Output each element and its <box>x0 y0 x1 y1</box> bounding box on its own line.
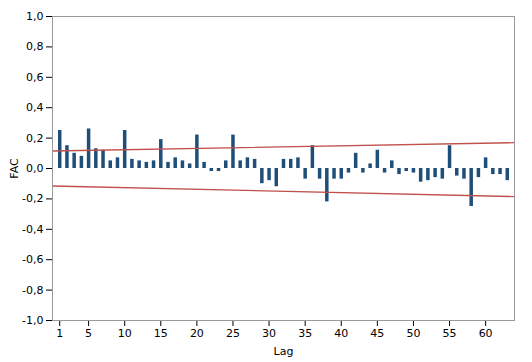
svg-text:1: 1 <box>56 327 63 340</box>
svg-text:FAC: FAC <box>8 158 21 179</box>
svg-text:15: 15 <box>154 327 168 340</box>
svg-text:0,2: 0,2 <box>26 132 44 145</box>
svg-text:5: 5 <box>85 327 92 340</box>
svg-text:-1,0: -1,0 <box>22 314 43 327</box>
svg-text:-0,4: -0,4 <box>22 223 43 236</box>
svg-text:40: 40 <box>334 327 348 340</box>
svg-text:0,0: 0,0 <box>26 162 44 175</box>
svg-text:55: 55 <box>443 327 457 340</box>
svg-text:Lag: Lag <box>274 345 294 358</box>
svg-text:0,8: 0,8 <box>26 40 44 53</box>
svg-text:50: 50 <box>406 327 420 340</box>
svg-text:60: 60 <box>479 327 493 340</box>
svg-text:-0,2: -0,2 <box>22 192 43 205</box>
svg-text:10: 10 <box>118 327 132 340</box>
svg-text:0,4: 0,4 <box>26 101 44 114</box>
svg-text:30: 30 <box>262 327 276 340</box>
svg-text:-0,6: -0,6 <box>22 253 43 266</box>
svg-text:1,0: 1,0 <box>26 10 44 23</box>
svg-text:0,6: 0,6 <box>26 71 44 84</box>
svg-text:20: 20 <box>190 327 204 340</box>
svg-text:25: 25 <box>226 327 240 340</box>
svg-text:45: 45 <box>370 327 384 340</box>
svg-text:35: 35 <box>298 327 312 340</box>
svg-text:-0,8: -0,8 <box>22 284 43 297</box>
